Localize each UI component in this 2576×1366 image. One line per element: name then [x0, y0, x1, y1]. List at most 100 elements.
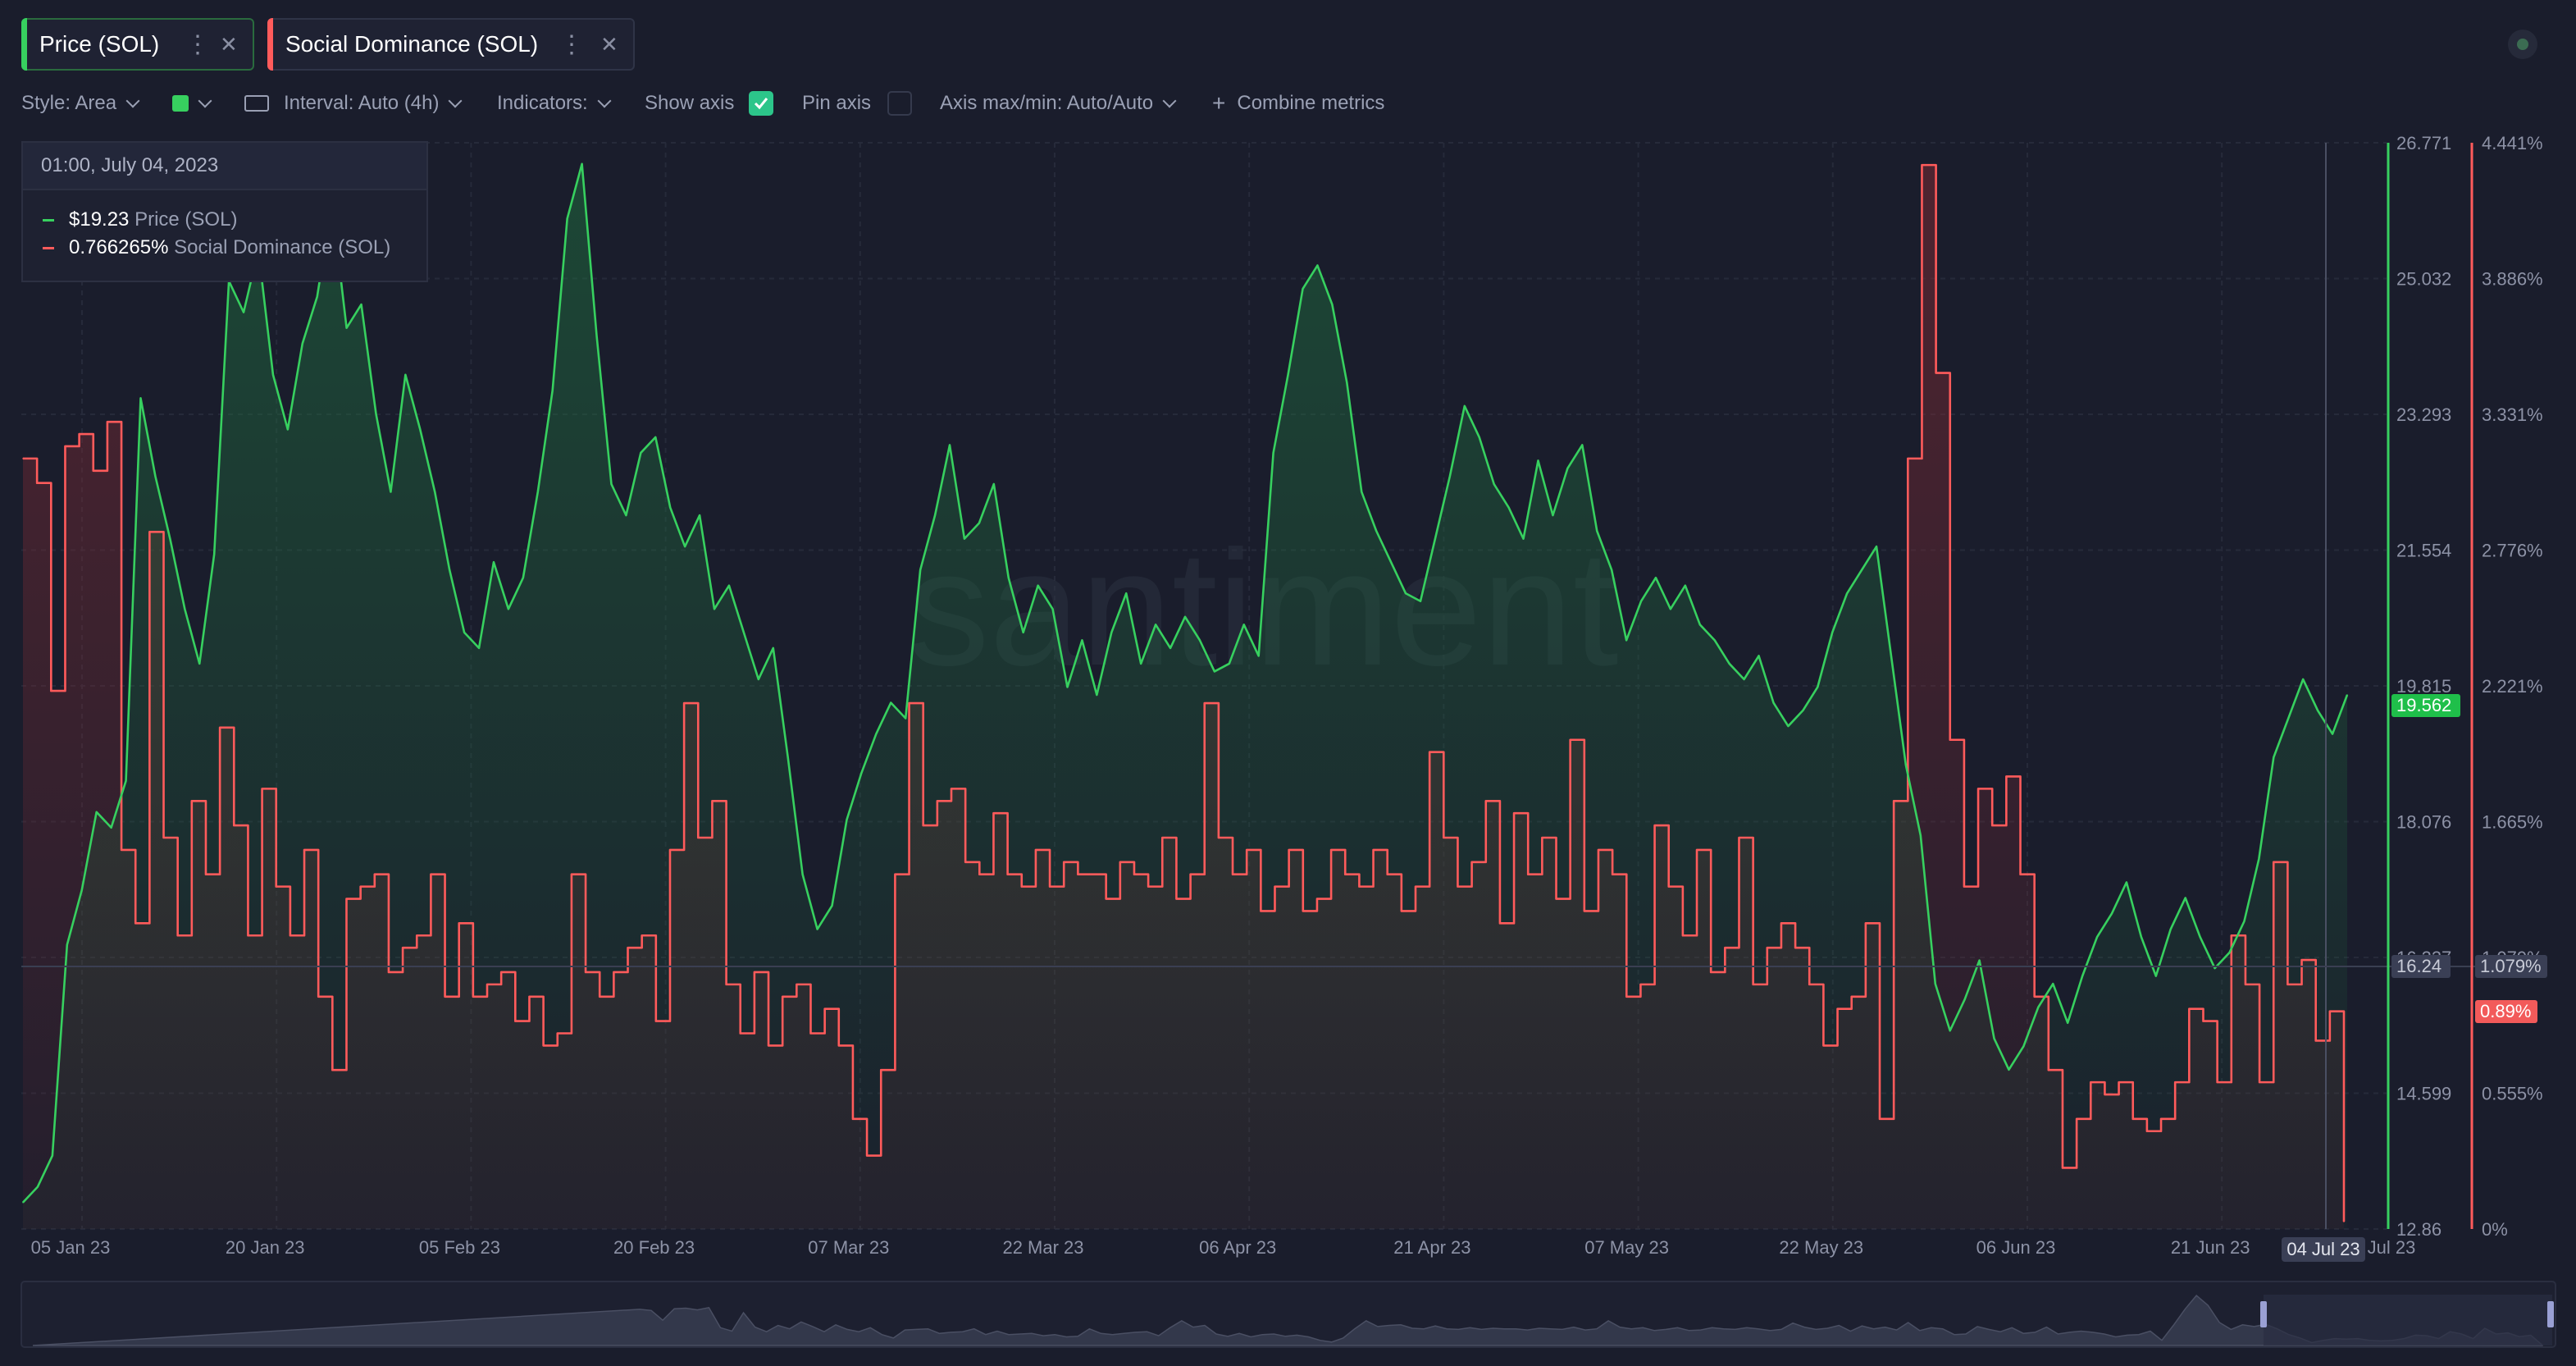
price-series-point: [2067, 1021, 2069, 1024]
social-dominance-series-point: [1780, 922, 1782, 925]
social-dominance-series-point: [2019, 873, 2022, 875]
social-dominance-series-point: [2104, 1094, 2106, 1095]
dominance-hover-badge-bg: [2475, 955, 2547, 978]
social-dominance-series-point: [697, 837, 700, 838]
metric-tab-social-dominance[interactable]: Social Dominance (SOL) ⋮ ✕: [267, 18, 635, 71]
price-series-point: [964, 537, 965, 540]
social-dominance-series-point: [290, 934, 291, 937]
price-series-point: [1375, 530, 1377, 532]
style-dropdown[interactable]: Style: Area: [21, 89, 140, 118]
social-dominance-series-point: [64, 445, 66, 447]
close-icon[interactable]: ✕: [220, 31, 238, 57]
x-tick-label: 22 Mar 23: [1002, 1237, 1083, 1258]
price-series-point: [154, 475, 157, 477]
metric-tab-price[interactable]: Price (SOL) ⋮ ✕: [21, 18, 254, 71]
price-series-point: [551, 390, 554, 391]
social-dominance-series-point: [275, 885, 277, 888]
social-dominance-series-point: [599, 995, 601, 998]
price-series-point: [2111, 912, 2113, 915]
price-series-point: [1361, 491, 1363, 493]
axis-minmax-dropdown[interactable]: Axis max/min: Auto/Auto: [940, 89, 1177, 118]
social-dominance-series-point: [1330, 849, 1332, 851]
tooltip-row-price: $19.23 Price (SOL): [43, 208, 237, 231]
more-options-icon[interactable]: ⋮: [185, 30, 210, 58]
price-series-point: [375, 413, 377, 415]
social-dominance-series-point: [1991, 825, 1994, 826]
social-dominance-series-point: [1667, 885, 1670, 888]
social-dominance-series-point: [2076, 1118, 2077, 1120]
social-dominance-series-point: [247, 934, 249, 937]
price-series-point: [743, 632, 745, 633]
interval-dropdown[interactable]: Interval: Auto (4h): [244, 89, 463, 118]
social-dominance-series-point: [233, 825, 235, 826]
price-series-point: [610, 483, 613, 485]
price-series-point: [1140, 663, 1142, 665]
social-dominance-series-point: [1344, 873, 1347, 875]
social-dominance-series-point: [121, 849, 122, 851]
ruler-icon: [244, 95, 269, 112]
x-tick-label: 07 Mar 23: [808, 1237, 889, 1258]
price-series-point: [434, 491, 436, 493]
social-dominance-series-point: [1752, 984, 1754, 985]
social-dominance-series-point: [964, 861, 966, 863]
price-series-point: [801, 874, 804, 875]
price-series-point: [1346, 381, 1348, 384]
price-series-point: [728, 584, 730, 587]
status-indicator-icon[interactable]: [2508, 30, 2537, 59]
price-series-point: [272, 373, 274, 376]
more-options-icon[interactable]: ⋮: [559, 30, 584, 58]
price-series-point: [1449, 475, 1451, 477]
price-series-point: [110, 826, 112, 829]
price-series-point: [1110, 632, 1113, 633]
price-series-point: [1963, 998, 1966, 1000]
price-series-point: [1007, 577, 1010, 579]
price-series-point: [2258, 858, 2260, 860]
social-dominance-series-point: [1527, 873, 1530, 875]
price-series-point: [1522, 537, 1525, 540]
price-series-point: [1434, 537, 1436, 540]
pin-axis-checkbox[interactable]: [887, 91, 913, 116]
pin-axis-toggle[interactable]: Pin axis: [802, 89, 913, 118]
social-dominance-series-point: [655, 1020, 657, 1022]
show-axis-toggle[interactable]: Show axis: [645, 89, 774, 118]
price-series-point: [243, 311, 244, 313]
price-series-point: [1066, 686, 1069, 688]
close-icon[interactable]: ✕: [600, 31, 618, 57]
hover-tooltip: 01:00, July 04, 2023 $19.23 Price (SOL) …: [21, 141, 428, 282]
price-series-point: [1096, 694, 1098, 696]
show-axis-checkbox[interactable]: [749, 91, 774, 116]
price-axis-tick: 21.554: [2396, 541, 2451, 561]
price-series-point: [1184, 616, 1186, 618]
social-dominance-series-point: [1724, 947, 1726, 948]
price-series-point: [1037, 584, 1039, 587]
social-dominance-series-point: [1457, 885, 1459, 888]
price-series-point: [1685, 584, 1686, 587]
social-dominance-series-point: [754, 971, 755, 973]
combine-metrics-button[interactable]: + Combine metrics: [1212, 90, 1385, 116]
social-dominance-series-point: [951, 788, 952, 790]
social-dominance-series-point: [1105, 898, 1107, 900]
social-dominance-series-point: [1541, 837, 1543, 838]
social-dominance-series-point: [2286, 984, 2289, 985]
price-series-point: [714, 608, 715, 610]
price-series-point: [875, 733, 878, 735]
social-dominance-series-point: [866, 1154, 868, 1157]
social-dominance-series-point: [2005, 775, 2008, 778]
indicators-dropdown[interactable]: Indicators:: [497, 89, 612, 118]
social-dominance-series-point: [2174, 1081, 2176, 1083]
price-series-point: [1743, 678, 1745, 680]
price-series-point: [184, 608, 186, 610]
social-dominance-series-point: [1598, 849, 1599, 851]
price-series-point: [1552, 514, 1554, 516]
dominance-axis-tick: 0%: [2482, 1219, 2508, 1240]
social-dominance-series-point: [2216, 1081, 2218, 1083]
price-series-point: [2169, 928, 2172, 930]
social-dominance-series-point: [1020, 885, 1023, 888]
social-dominance-series-point: [1288, 849, 1290, 851]
price-series-point: [404, 373, 407, 376]
social-dominance-series-point: [1386, 873, 1388, 875]
color-picker[interactable]: [172, 89, 212, 118]
tooltip-row-dominance: 0.766265% Social Dominance (SOL): [43, 236, 390, 259]
price-series-point: [1934, 983, 1936, 985]
